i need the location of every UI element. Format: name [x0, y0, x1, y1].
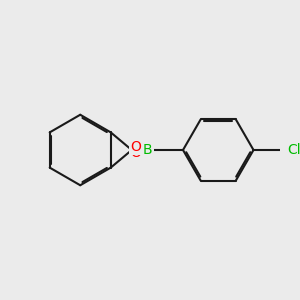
Text: Cl: Cl: [287, 143, 300, 157]
Text: O: O: [130, 146, 141, 160]
Text: B: B: [143, 143, 153, 157]
Text: O: O: [130, 140, 141, 154]
